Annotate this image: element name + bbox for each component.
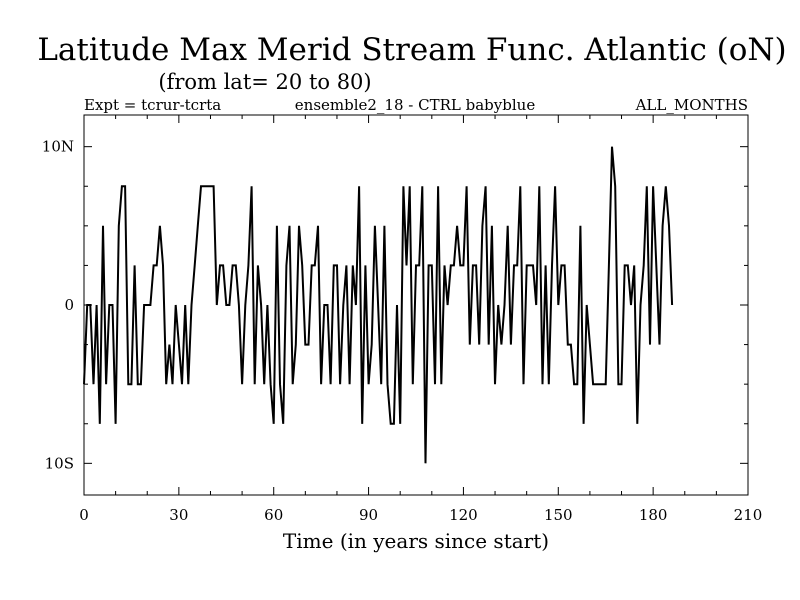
x-axis-label: Time (in years since start) — [283, 529, 549, 553]
y-tick-label: 10S — [45, 454, 74, 472]
x-tick-label: 210 — [734, 506, 763, 524]
chart-title: Latitude Max Merid Stream Func. Atlantic… — [37, 32, 786, 68]
series-line — [83, 146, 674, 464]
ensemble-label: ensemble2_18 - CTRL babyblue — [295, 96, 536, 114]
x-tick-label: 150 — [544, 506, 573, 524]
chart-subtitle: (from lat= 20 to 80) — [158, 70, 371, 94]
x-tick-label: 0 — [79, 506, 89, 524]
x-tick-label: 120 — [449, 506, 478, 524]
x-tick-label: 180 — [639, 506, 668, 524]
experiment-label: Expt = tcrur-tcrta — [84, 96, 221, 114]
axis-tick-labels: 0 30 60 90 120 150 180 210 10N 0 10S — [42, 138, 763, 524]
x-tick-label: 90 — [359, 506, 378, 524]
months-label: ALL_MONTHS — [635, 96, 748, 114]
y-tick-label: 0 — [64, 296, 74, 314]
series-layer — [83, 146, 674, 464]
y-tick-label: 10N — [42, 138, 74, 156]
x-tick-label: 30 — [169, 506, 188, 524]
x-tick-label: 60 — [264, 506, 283, 524]
axis-ticks — [83, 115, 749, 495]
